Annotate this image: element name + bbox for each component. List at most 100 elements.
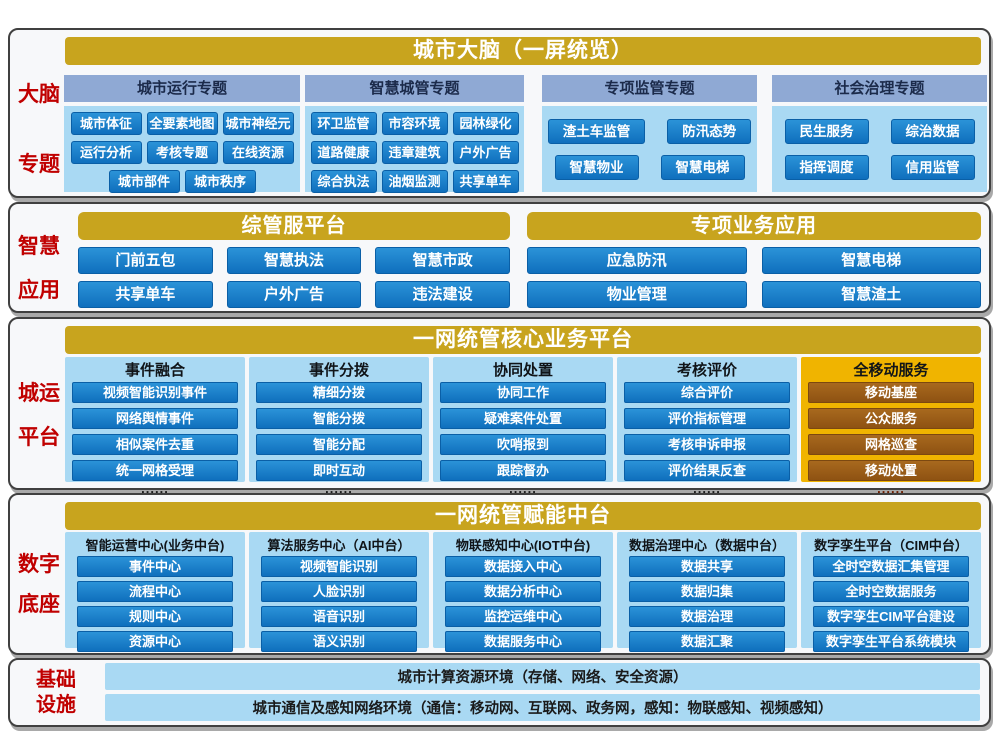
platform-title: 专项业务应用 — [527, 212, 981, 240]
module-chip: 全时空数据服务 — [813, 581, 969, 602]
layer-infrastructure: 基础 设施 城市计算资源环境（存储、网络、安全资源） 城市通信及感知网络环境（通… — [8, 658, 991, 727]
column-title: 算法服务中心（AI中台） — [267, 538, 411, 553]
module-chip: 资源中心 — [77, 631, 233, 652]
center-column-iot: 物联感知中心(IOT中台) 数据接入中心 数据分析中心 监控运维中心 数据服务中心 — [433, 532, 613, 652]
column-title: 数字孪生平台（CIM中台） — [814, 538, 968, 553]
application-chip: 智慧执法 — [226, 247, 362, 274]
module-chip: 在线资源 — [222, 141, 294, 164]
module-chip: 视频智能识别事件 — [72, 382, 238, 403]
function-column-mobile-services: 全移动服务 移动基座 公众服务 网格巡查 移动处置 ...... — [801, 357, 981, 495]
platform-title: 综管服平台 — [78, 212, 510, 240]
module-chip: 规则中心 — [77, 606, 233, 627]
module-chip: 综治数据 — [890, 118, 975, 144]
module-chip: 数据服务中心 — [445, 631, 601, 652]
module-chip: 智能分拨 — [256, 408, 422, 429]
application-chip: 应急防汛 — [527, 247, 747, 274]
center-column-ai: 算法服务中心（AI中台） 视频智能识别 人脸识别 语音识别 语义识别 — [249, 532, 429, 652]
infrastructure-rows: 城市计算资源环境（存储、网络、安全资源） 城市通信及感知网络环境（通信：移动网、… — [105, 663, 980, 721]
module-chip: 移动基座 — [808, 382, 974, 403]
function-columns: 事件融合 视频智能识别事件 网络舆情事件 相似案件去重 统一网格受理 ...... 事… — [65, 357, 981, 495]
module-chip: 综合评价 — [624, 382, 790, 403]
module-chip: 吹哨报到 — [440, 434, 606, 455]
theme-group-title: 城市运行专题 — [64, 75, 300, 102]
function-column-collaborative-handling: 协同处置 协同工作 疑难案件处置 吹哨报到 跟踪督办 ...... — [433, 357, 613, 495]
module-chip: 语音识别 — [261, 606, 417, 627]
application-chip: 户外广告 — [226, 281, 362, 308]
column-title: 事件融合 — [124, 362, 185, 379]
module-chip: 共享单车 — [452, 170, 519, 193]
module-chip: 数据接入中心 — [445, 556, 601, 577]
center-column-data: 数据治理中心（数据中台） 数据共享 数据归集 数据治理 数据汇聚 — [617, 532, 797, 652]
column-chips: 数据接入中心 数据分析中心 监控运维中心 数据服务中心 — [445, 556, 601, 652]
layer-label: 数字 底座 — [10, 495, 68, 653]
center-columns: 智能运营中心(业务中台) 事件中心 流程中心 规则中心 资源中心 算法服务中心（AI中… — [65, 532, 981, 652]
column-chips: 移动基座 公众服务 网格巡查 移动处置 — [808, 382, 974, 481]
module-chip: 市容环境 — [381, 112, 448, 135]
module-chip: 油烟监测 — [381, 170, 448, 193]
module-chip: 城市神经元 — [222, 112, 294, 135]
module-chip: 移动处置 — [808, 460, 974, 481]
module-chip: 信用监管 — [890, 154, 975, 180]
module-chip: 语义识别 — [261, 631, 417, 652]
application-chip: 物业管理 — [527, 281, 747, 308]
column-title: 数据治理中心（数据中台） — [628, 538, 785, 553]
module-chip: 公众服务 — [808, 408, 974, 429]
layer-title: 城市大脑（一屏统览） — [65, 37, 981, 65]
theme-group-special-supervision: 专项监管专题 渣土车监管 防汛态势 智慧物业 智慧电梯 — [542, 75, 757, 192]
module-chip: 防汛态势 — [667, 118, 752, 144]
layer-label-line: 大脑 — [18, 83, 60, 106]
module-chip: 评价指标管理 — [624, 408, 790, 429]
module-chip: 运行分析 — [70, 141, 142, 164]
layer-label-line: 基础 — [36, 669, 76, 691]
application-chip: 违法建设 — [375, 281, 510, 308]
module-chip: 数据汇聚 — [629, 631, 785, 652]
module-chip: 流程中心 — [77, 581, 233, 602]
application-chip: 智慧市政 — [375, 247, 510, 274]
layer-label-line: 数字 — [18, 553, 60, 576]
theme-groups: 城市运行专题 城市体征 全要素地图 城市神经元 运行分析 考核专题 在线资源 城市部件 城市秩… — [64, 75, 987, 193]
column-chips: 综合评价 评价指标管理 考核申诉申报 评价结果反查 — [624, 382, 790, 481]
theme-group-title: 智慧城管专题 — [305, 75, 524, 102]
theme-chip-panel: 城市体征 全要素地图 城市神经元 运行分析 考核专题 在线资源 城市部件 城市秩序 — [64, 106, 300, 193]
layer-label: 基础 设施 — [10, 660, 102, 725]
column-chips: 事件中心 流程中心 规则中心 资源中心 — [77, 556, 233, 652]
platform-items: 应急防汛 智慧电梯 物业管理 智慧渣土 — [527, 247, 981, 308]
layer-label-line: 设施 — [36, 694, 76, 716]
layer-label-line: 专题 — [18, 153, 60, 176]
layer-label-line: 智慧 — [18, 235, 60, 258]
module-chip: 评价结果反查 — [624, 460, 790, 481]
column-title: 考核评价 — [676, 362, 737, 379]
function-column-event-fusion: 事件融合 视频智能识别事件 网络舆情事件 相似案件去重 统一网格受理 ...... — [65, 357, 245, 495]
module-chip: 城市部件 — [108, 170, 180, 193]
column-chips: 精细分拨 智能分拨 智能分配 即时互动 — [256, 382, 422, 481]
ellipsis-text: ...... — [325, 481, 353, 496]
column-chips: 数据共享 数据归集 数据治理 数据汇聚 — [629, 556, 785, 652]
module-chip: 统一网格受理 — [72, 460, 238, 481]
layer-label-line: 应用 — [18, 279, 60, 302]
module-chip: 智慧物业 — [554, 154, 639, 180]
module-chip: 数据归集 — [629, 581, 785, 602]
layer-smart-applications: 智慧 应用 综管服平台 专项业务应用 门前五包 智慧执法 智慧市政 共享单车 户外广告违… — [8, 202, 991, 313]
ellipsis-text: ...... — [509, 481, 537, 496]
column-title: 智能运营中心(业务中台) — [85, 538, 225, 553]
layer-digital-base: 数字 底座 一网统管赋能中台 智能运营中心(业务中台) 事件中心 流程中心 规则中心… — [8, 493, 991, 655]
module-chip: 数据分析中心 — [445, 581, 601, 602]
module-chip: 户外广告 — [452, 141, 519, 164]
module-chip: 民生服务 — [784, 118, 869, 144]
module-chip: 全时空数据汇集管理 — [813, 556, 969, 577]
application-chip: 智慧渣土 — [761, 281, 981, 308]
platform-items: 门前五包 智慧执法 智慧市政 共享单车 户外广告 违法建设 — [78, 247, 510, 308]
module-chip: 协同工作 — [440, 382, 606, 403]
module-chip: 环卫监管 — [310, 112, 377, 135]
theme-group-social-governance: 社会治理专题 民生服务 综治数据 指挥调度 信用监管 — [772, 75, 987, 192]
column-chips: 全时空数据汇集管理 全时空数据服务 数字孪生CIM平台建设 数字孪生平台系统模块 — [813, 556, 969, 652]
module-chip: 园林绿化 — [452, 112, 519, 135]
module-chip: 违章建筑 — [381, 141, 448, 164]
module-chip: 全要素地图 — [146, 112, 218, 135]
module-chip: 视频智能识别 — [261, 556, 417, 577]
module-chip: 网络舆情事件 — [72, 408, 238, 429]
module-chip: 疑难案件处置 — [440, 408, 606, 429]
function-column-assessment: 考核评价 综合评价 评价指标管理 考核申诉申报 评价结果反查 ...... — [617, 357, 797, 495]
layer-brain-themes: 大脑 专题 城市大脑（一屏统览） 城市运行专题 城市体征 全要素地图 城市神经元 运行… — [8, 28, 991, 198]
